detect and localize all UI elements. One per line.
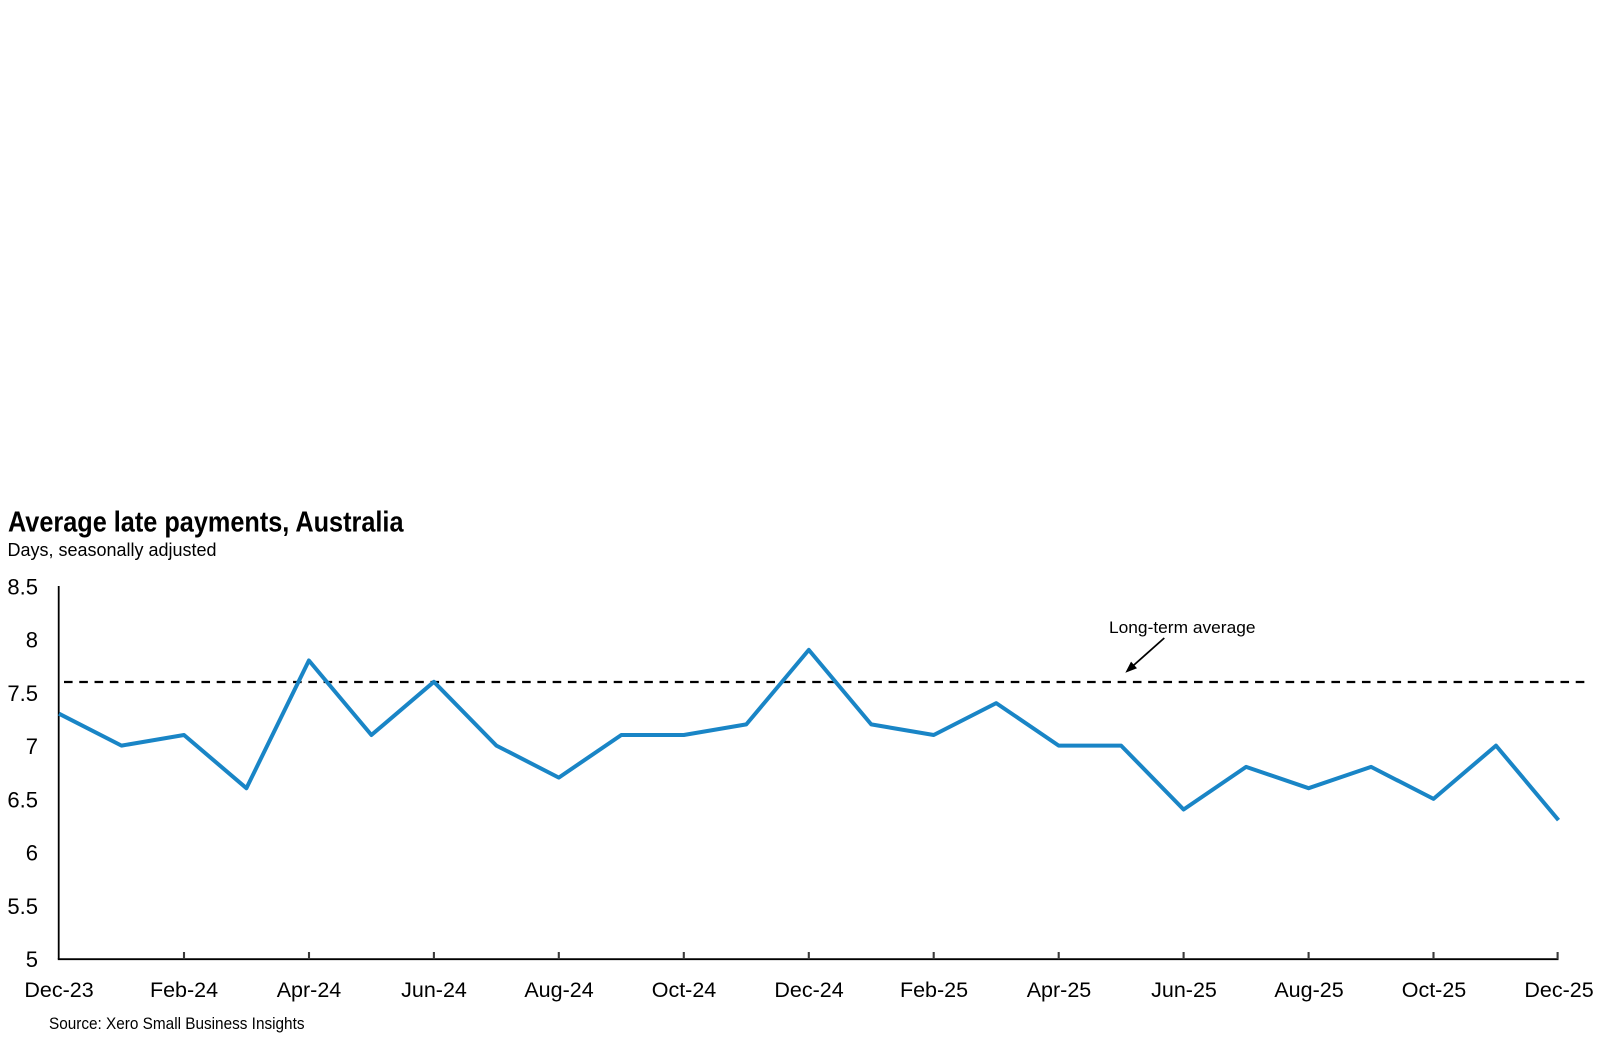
svg-text:Feb-24: Feb-24: [150, 978, 218, 1002]
svg-text:Source: Xero Small Business In: Source: Xero Small Business Insights: [49, 1015, 305, 1033]
svg-text:Aug-25: Aug-25: [1274, 978, 1343, 1002]
svg-text:6: 6: [26, 841, 38, 866]
svg-text:Jun-25: Jun-25: [1151, 978, 1217, 1002]
svg-text:Feb-25: Feb-25: [900, 978, 968, 1002]
svg-text:Dec-23: Dec-23: [24, 978, 93, 1002]
svg-text:Apr-25: Apr-25: [1027, 978, 1092, 1002]
svg-text:7.5: 7.5: [7, 681, 38, 706]
svg-text:Oct-25: Oct-25: [1402, 978, 1467, 1002]
svg-text:Average late payments, Austral: Average late payments, Australia: [8, 507, 404, 539]
svg-text:6.5: 6.5: [7, 787, 38, 812]
svg-text:5.5: 5.5: [7, 894, 38, 919]
svg-text:7: 7: [26, 734, 38, 759]
svg-text:Long-term average: Long-term average: [1109, 618, 1256, 637]
svg-text:Dec-25: Dec-25: [1524, 978, 1593, 1002]
svg-text:Jun-24: Jun-24: [401, 978, 467, 1002]
svg-text:Oct-24: Oct-24: [652, 978, 717, 1002]
svg-text:8: 8: [26, 628, 38, 653]
svg-text:Aug-24: Aug-24: [524, 978, 593, 1002]
svg-text:Dec-24: Dec-24: [774, 978, 843, 1002]
svg-text:Apr-24: Apr-24: [277, 978, 342, 1002]
svg-text:8.5: 8.5: [7, 575, 38, 600]
svg-text:5: 5: [26, 947, 38, 972]
svg-text:Days, seasonally adjusted: Days, seasonally adjusted: [8, 539, 217, 560]
